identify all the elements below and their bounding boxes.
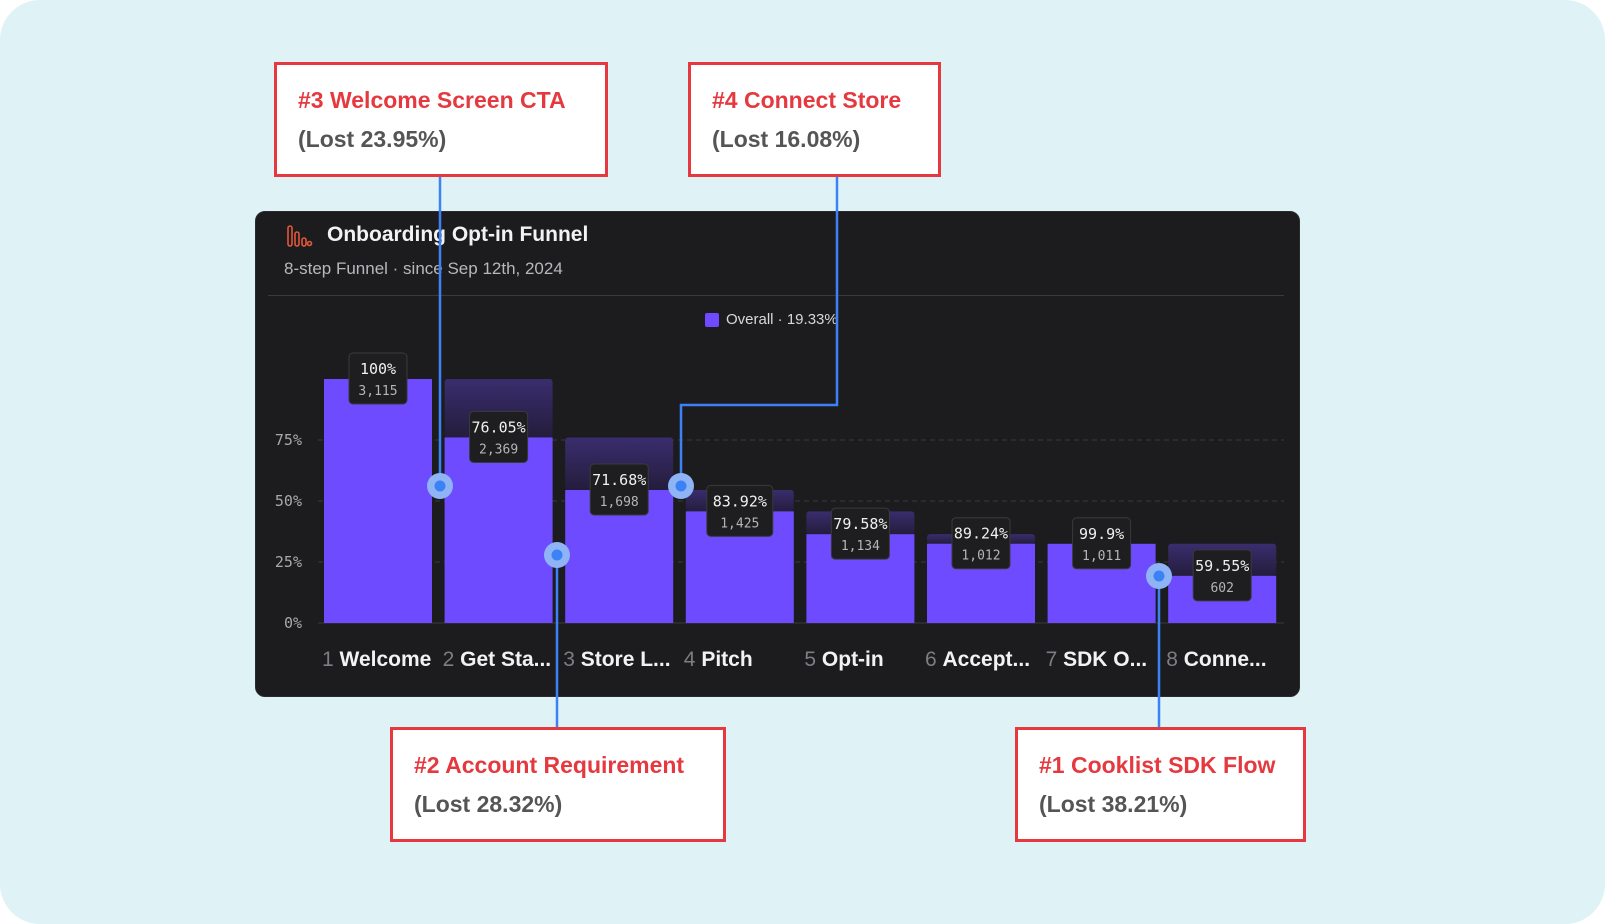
callout-sdk-flow: #1 Cooklist SDK Flow (Lost 38.21%) <box>1015 727 1306 842</box>
chart-subtitle: 8-step Funnel · since Sep 12th, 2024 <box>284 259 563 278</box>
data-label-box <box>830 507 890 560</box>
callout-title: #3 Welcome Screen CTA <box>298 87 566 113</box>
funnel-bar <box>324 379 432 623</box>
data-label-percent: 89.24% <box>954 525 1008 543</box>
data-label-percent: 99.9% <box>1079 525 1124 543</box>
x-tick-label: 5 Opt-in <box>804 648 883 671</box>
data-label-box <box>951 517 1011 570</box>
callout-connect-store: #4 Connect Store (Lost 16.08%) <box>688 62 941 177</box>
funnel-chart-icon <box>287 225 313 247</box>
callout-welcome-cta: #3 Welcome Screen CTA (Lost 23.95%) <box>274 62 608 177</box>
data-label-count: 1,011 <box>1082 549 1121 564</box>
x-tick-label: 3 Store L... <box>563 648 670 671</box>
callout-title: #4 Connect Store <box>712 87 902 113</box>
legend[interactable]: Overall · 19.33% <box>705 311 838 328</box>
data-label-count: 1,134 <box>841 539 880 554</box>
data-label-count: 3,115 <box>358 384 397 399</box>
data-label-box <box>1072 517 1132 570</box>
callout-detail: (Lost 16.08%) <box>712 126 861 152</box>
marker-dot-center <box>551 549 563 561</box>
data-label-count: 602 <box>1210 581 1233 596</box>
data-label-percent: 79.58% <box>833 515 887 533</box>
chart-title: Onboarding Opt-in Funnel <box>327 223 589 246</box>
data-label-box <box>589 463 649 516</box>
data-label-percent: 76.05% <box>472 418 526 436</box>
funnel-bar <box>444 437 553 623</box>
x-tick-label: 1 Welcome <box>322 648 431 671</box>
connector-line <box>679 177 839 486</box>
data-label-box <box>469 410 529 463</box>
callout-title: #1 Cooklist SDK Flow <box>1039 752 1276 778</box>
callout-title: #2 Account Requirement <box>414 752 685 778</box>
y-tick-label: 0% <box>284 614 302 632</box>
y-tick-label: 75% <box>275 431 302 449</box>
legend-swatch <box>705 312 719 327</box>
data-label-count: 1,425 <box>720 516 759 531</box>
y-tick-label: 50% <box>275 492 302 510</box>
data-label-count: 1,698 <box>600 495 639 510</box>
marker-dot-center <box>1153 570 1165 582</box>
marker-dot-center <box>434 480 446 492</box>
legend-label: Overall · 19.33% <box>726 311 838 328</box>
x-tick-label: 2 Get Sta... <box>443 648 552 671</box>
data-label-percent: 71.68% <box>592 471 646 489</box>
x-tick-label: 7 SDK O... <box>1046 648 1148 671</box>
divider <box>268 295 1284 296</box>
x-tick-label: 6 Accept... <box>925 648 1030 671</box>
x-tick-label: 8 Conne... <box>1166 648 1266 671</box>
data-label-box <box>1192 549 1252 602</box>
callout-detail: (Lost 38.21%) <box>1039 791 1188 817</box>
data-label-box <box>348 352 408 405</box>
data-label-percent: 100% <box>360 360 396 378</box>
data-label-percent: 59.55% <box>1195 557 1249 575</box>
callout-detail: (Lost 28.32%) <box>414 791 563 817</box>
data-label-count: 2,369 <box>479 442 518 457</box>
x-tick-label: 4 Pitch <box>684 648 753 671</box>
callout-account-requirement: #2 Account Requirement (Lost 28.32%) <box>390 727 726 842</box>
data-label-percent: 83.92% <box>713 492 767 510</box>
y-tick-label: 25% <box>275 553 302 571</box>
data-label-count: 1,012 <box>961 549 1000 564</box>
marker-dot-center <box>675 480 687 492</box>
callout-detail: (Lost 23.95%) <box>298 126 447 152</box>
data-label-box <box>706 484 774 537</box>
